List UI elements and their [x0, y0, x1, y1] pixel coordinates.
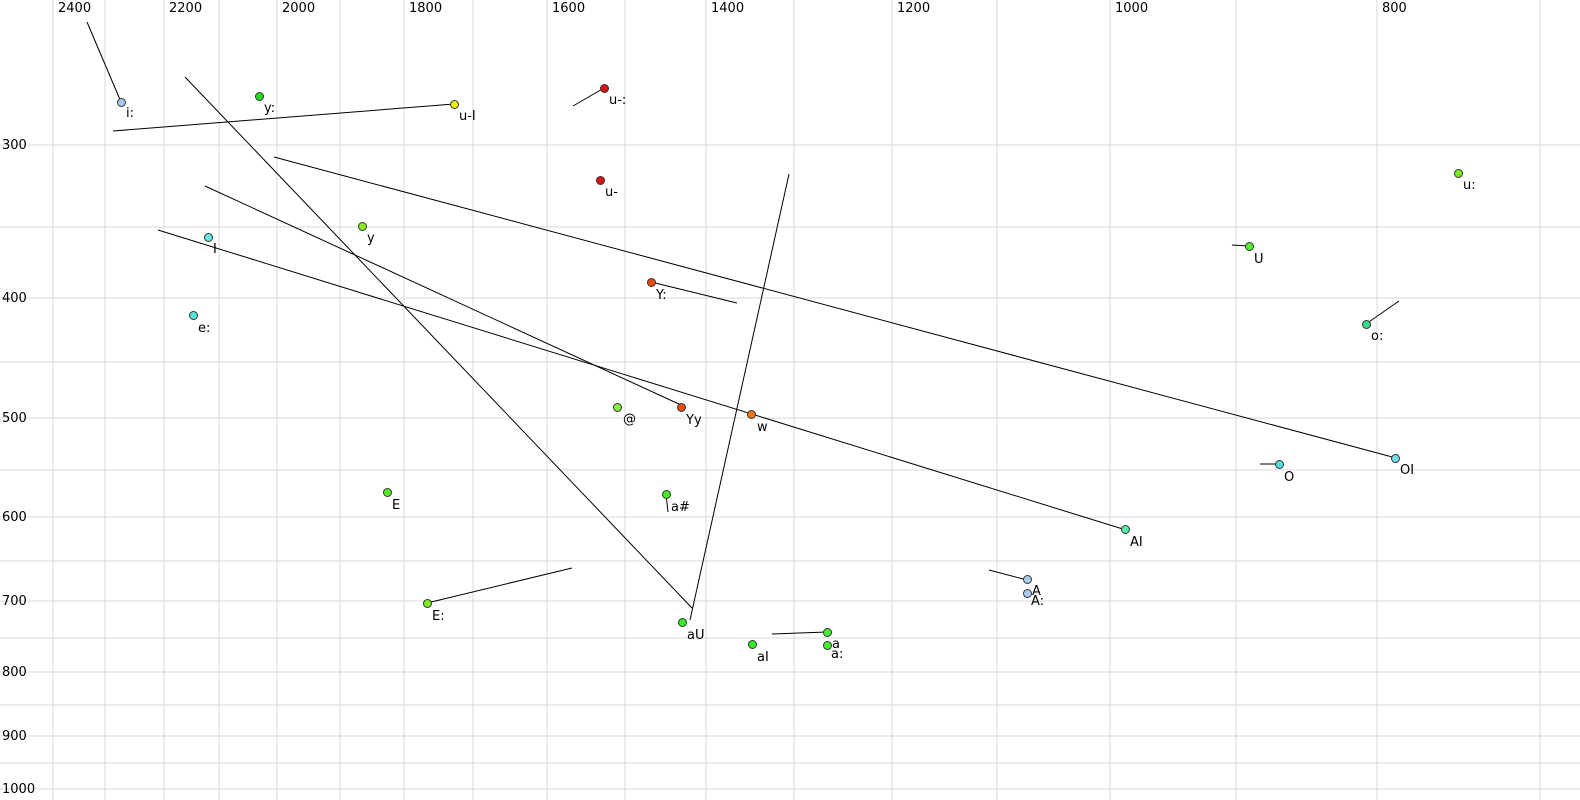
trajectory-line: [112, 103, 455, 132]
vowel-point-label: @: [623, 412, 636, 427]
x-axis-tick-label: 1200: [897, 1, 931, 16]
vowel-point-label: AI: [1130, 535, 1143, 550]
vowel-point[interactable]: [1274, 459, 1284, 469]
vowel-point[interactable]: [676, 402, 686, 412]
vowel-point[interactable]: [747, 639, 757, 649]
vowel-point-label: E: [392, 498, 401, 513]
y-axis-tick-label: 600: [2, 510, 27, 525]
vowel-point[interactable]: [116, 97, 126, 107]
x-axis-tick-label: 2400: [58, 1, 92, 16]
trajectory-line: [86, 21, 122, 103]
vowel-point-label: I: [213, 242, 217, 257]
x-axis-tick-label: 800: [1382, 1, 1407, 16]
vowel-point-label: y: [367, 231, 375, 246]
y-axis-tick-label: 300: [2, 138, 27, 153]
vowel-point[interactable]: [203, 232, 213, 242]
vowel-point[interactable]: [1022, 574, 1032, 584]
trajectory-line: [572, 87, 605, 107]
vowel-point-label: o:: [1371, 329, 1384, 344]
vowel-point-label: A: [1032, 584, 1041, 599]
vowel-point[interactable]: [1361, 319, 1371, 329]
vowel-point[interactable]: [254, 91, 264, 101]
vowel-point-label: a: [832, 637, 840, 652]
vowel-point-label: y:: [264, 101, 276, 116]
y-axis-tick-label: 1000: [2, 782, 36, 797]
y-gridlines: [0, 144, 1580, 790]
trajectory-line: [988, 569, 1028, 581]
vowel-point-label: u-: [605, 185, 618, 200]
vowel-point[interactable]: [595, 175, 605, 185]
trajectory-line: [204, 185, 682, 406]
y-axis-tick-label: 700: [2, 594, 27, 609]
vowel-point-label: i:: [126, 106, 134, 121]
vowel-point[interactable]: [1390, 453, 1400, 463]
vowel-point-label: e:: [198, 321, 211, 336]
vowel-point-label: O: [1284, 470, 1295, 485]
vowel-point[interactable]: [661, 489, 671, 499]
trajectory-line: [650, 281, 738, 304]
x-axis-tick-label: 1800: [409, 1, 443, 16]
vowel-point[interactable]: [188, 310, 198, 320]
x-axis-tick-label: 2000: [282, 1, 316, 16]
x-axis-tick-label: 2200: [169, 1, 203, 16]
vowel-point[interactable]: [1453, 168, 1463, 178]
vowel-point-label: OI: [1400, 463, 1415, 478]
vowel-point-label: Y:: [656, 288, 667, 303]
vowel-point[interactable]: [1022, 588, 1032, 598]
vowel-point[interactable]: [646, 277, 656, 287]
vowel-point-label: a:: [831, 647, 844, 662]
trajectory-line: [273, 156, 1397, 459]
vowel-point[interactable]: [422, 598, 432, 608]
vowel-point-label: u-:: [609, 93, 627, 108]
vowel-point-label: u-I: [459, 109, 476, 124]
vowel-point-label: A:: [1031, 594, 1045, 609]
vowel-point[interactable]: [822, 627, 832, 637]
vowel-point-label: E:: [432, 609, 445, 624]
vowel-point[interactable]: [822, 640, 832, 650]
trajectory-line: [771, 631, 828, 635]
x-gridlines: [52, 0, 1541, 800]
vowel-point-label: U: [1254, 252, 1264, 267]
vowel-point[interactable]: [1120, 524, 1130, 534]
vowel-point-label: Yy: [686, 413, 702, 428]
vowel-point[interactable]: [357, 221, 367, 231]
vowel-point[interactable]: [599, 83, 609, 93]
y-axis-tick-label: 900: [2, 729, 27, 744]
trajectory-line: [426, 567, 573, 604]
y-axis-tick-label: 500: [2, 411, 27, 426]
vowel-point-label: w: [757, 420, 768, 435]
vowel-point[interactable]: [382, 487, 392, 497]
y-axis-tick-label: 400: [2, 291, 27, 306]
trajectory-line: [157, 229, 1127, 531]
vowel-point-label: a#: [671, 500, 690, 515]
trajectory-line: [184, 76, 693, 609]
vowel-point[interactable]: [1244, 241, 1254, 251]
vowel-point-label: u:: [1463, 178, 1476, 193]
trajectory-lines: [86, 21, 1400, 635]
trajectory-line: [689, 173, 790, 621]
x-axis-tick-label: 1600: [552, 1, 586, 16]
vowel-point-label: aU: [687, 628, 705, 643]
vowel-point[interactable]: [449, 99, 459, 109]
x-axis-tick-label: 1000: [1115, 1, 1149, 16]
vowel-point[interactable]: [746, 409, 756, 419]
x-axis-tick-label: 1400: [711, 1, 745, 16]
y-axis-tick-label: 800: [2, 665, 27, 680]
trajectory-line: [1365, 300, 1400, 325]
vowel-point[interactable]: [612, 402, 622, 412]
vowel-point-label: aI: [757, 650, 769, 665]
vowel-point[interactable]: [677, 617, 687, 627]
